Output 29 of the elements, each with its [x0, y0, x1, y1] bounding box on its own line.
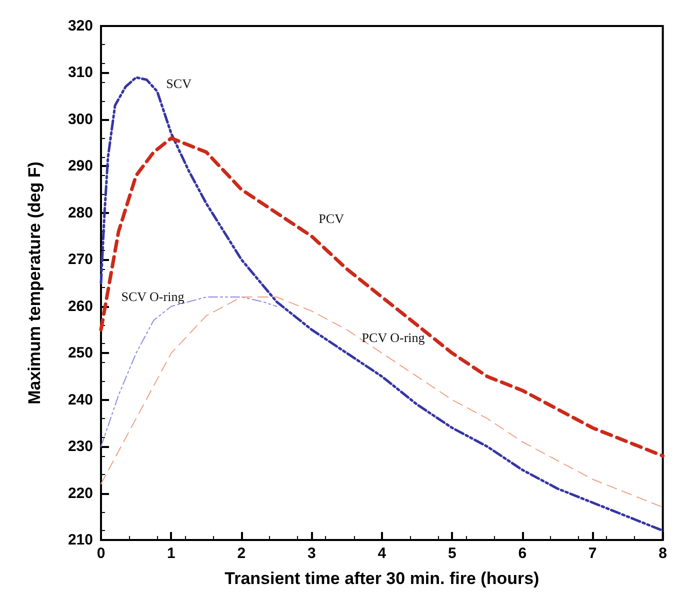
y-tick-label: 310: [68, 64, 93, 82]
line-series: [99, 136, 665, 458]
y-tick-label: 260: [68, 298, 93, 315]
y-tick-label: 320: [68, 18, 93, 34]
x-tick-label: 4: [378, 545, 387, 562]
x-tick-label: 7: [588, 545, 597, 562]
x-tick-label: 2: [237, 545, 246, 562]
x-tick-label: 1: [167, 545, 176, 562]
x-tick-label: 6: [518, 545, 527, 562]
y-tick-label: 270: [68, 251, 93, 268]
x-tick-label: 8: [658, 545, 667, 562]
y-tick-label: 250: [68, 344, 93, 362]
series-label: PCV: [318, 210, 345, 226]
series-label: PCV O-ring: [362, 330, 426, 346]
y-tick-label: 290: [68, 158, 93, 175]
y-tick-label: 210: [68, 532, 93, 548]
series-label: SCV O-ring: [121, 288, 185, 304]
x-tick-label: 3: [308, 545, 316, 562]
y-tick-label: 300: [68, 110, 93, 128]
line-series: [100, 76, 664, 532]
series-label: SCV: [166, 76, 192, 91]
y-tick-label: 220: [68, 484, 93, 502]
y-tick-label: 280: [68, 204, 93, 222]
x-tick-label: 0: [96, 545, 106, 562]
x-tick-label: 5: [448, 545, 456, 562]
y-axis-title: Maximum temperature (deg F): [25, 162, 44, 404]
y-tick-label: 240: [68, 391, 93, 408]
x-axis-title: Transient time after 30 min. fire (hours): [224, 569, 540, 588]
y-tick-label: 230: [68, 438, 93, 456]
